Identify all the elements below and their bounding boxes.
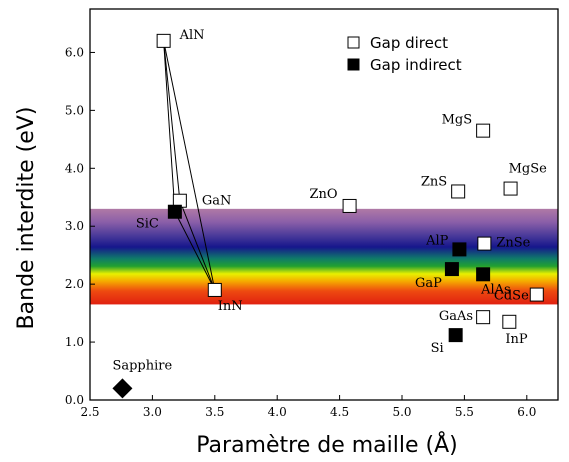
point-label-gaas: GaAs — [439, 309, 473, 324]
point-label-alas: AlAs — [480, 282, 511, 297]
point-inn — [207, 282, 222, 297]
point-alas — [476, 267, 491, 282]
point-si — [448, 328, 463, 343]
x-tick-label: 6.0 — [517, 405, 536, 419]
y-tick-label: 5.0 — [65, 103, 84, 117]
point-zno — [342, 198, 357, 213]
point-mgse — [503, 181, 518, 196]
point-label-gap: GaP — [415, 276, 442, 291]
y-tick-label: 6.0 — [65, 45, 84, 59]
point-label-zns: ZnS — [421, 174, 447, 189]
point-znse — [477, 236, 492, 251]
point-label-inp: InP — [505, 332, 528, 347]
y-tick-label: 3.0 — [65, 219, 84, 233]
point-gap — [444, 262, 459, 277]
y-tick-label: 0.0 — [65, 393, 84, 407]
x-tick-label: 4.5 — [330, 405, 349, 419]
point-inp — [502, 314, 517, 329]
point-label-gan: GaN — [202, 194, 232, 209]
point-label-aln: AlN — [179, 28, 205, 43]
x-tick-label: 3.5 — [205, 405, 224, 419]
point-label-si: Si — [431, 341, 444, 356]
legend-label-gap-indirect: Gap indirect — [370, 56, 462, 74]
point-sic — [167, 204, 182, 219]
axis-ticks: 2.5 3.0 3.5 4.0 4.5 5.0 5.5 6.0 0.0 1.0 2.0 3.0 4.0 5… — [65, 45, 536, 419]
point-sapphire — [112, 378, 133, 399]
point-label-zno: ZnO — [310, 187, 338, 202]
legend-label-gap-direct: Gap direct — [370, 34, 448, 52]
point-alp — [452, 242, 467, 257]
point-label-inn: InN — [218, 299, 243, 314]
data-points: AlN GaN InN ZnO MgS ZnS MgSe ZnSe CdSe GaAs InP SiC… — [112, 28, 547, 399]
point-gaas — [476, 310, 491, 325]
alloy-connection-lines — [163, 40, 216, 291]
connection-sic-inn — [174, 211, 216, 291]
point-label-cdse: CdSe — [494, 289, 529, 304]
connection-aln-gan — [163, 40, 181, 201]
connection-aln-sic — [163, 40, 176, 212]
point-cdse — [529, 287, 544, 302]
point-label-mgse: MgSe — [509, 162, 548, 177]
y-axis-title: Bande interdite (eV) — [14, 107, 39, 330]
point-mgs — [476, 123, 491, 138]
legend-marker-filled-square — [347, 58, 360, 71]
connection-gan-inn — [179, 200, 216, 291]
x-tick-label: 4.0 — [268, 405, 287, 419]
point-label-sapphire: Sapphire — [112, 358, 172, 373]
point-aln — [156, 33, 171, 48]
visible-spectrum-band — [90, 208, 558, 305]
legend: Gap direct Gap indirect — [347, 34, 462, 74]
point-label-znse: ZnSe — [496, 236, 530, 251]
y-tick-label: 2.0 — [65, 277, 84, 291]
plot-frame — [89, 8, 559, 401]
y-tick-label: 1.0 — [65, 335, 84, 349]
point-zns — [451, 184, 466, 199]
point-label-sic: SiC — [136, 217, 159, 232]
y-tick-label: 4.0 — [65, 161, 84, 175]
legend-marker-open-square — [347, 36, 360, 49]
x-tick-label: 5.5 — [455, 405, 474, 419]
point-label-mgs: MgS — [442, 113, 473, 128]
x-tick-label: 3.0 — [143, 405, 162, 419]
point-label-alp: AlP — [425, 233, 449, 248]
x-tick-label: 5.0 — [392, 405, 411, 419]
x-axis-title: Paramètre de maille (Å) — [196, 431, 457, 458]
x-tick-label: 2.5 — [80, 405, 99, 419]
connection-inn-aln — [163, 40, 216, 291]
